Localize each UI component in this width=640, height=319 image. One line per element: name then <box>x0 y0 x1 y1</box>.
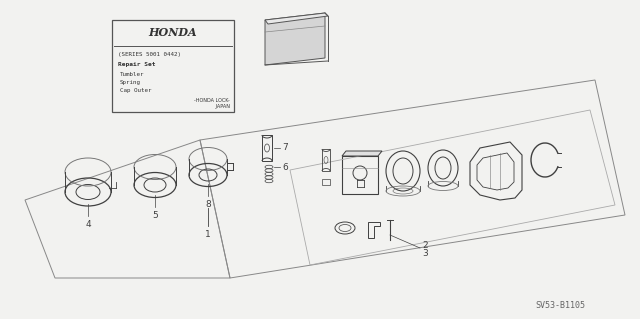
Text: 5: 5 <box>152 211 158 220</box>
Text: 8: 8 <box>205 200 211 209</box>
Bar <box>372 151 377 156</box>
Text: (SERIES 5001 0442): (SERIES 5001 0442) <box>118 52 181 57</box>
Bar <box>356 151 361 156</box>
Bar <box>112 20 234 112</box>
Bar <box>322 179 330 185</box>
Text: Tumbler: Tumbler <box>120 72 145 77</box>
Text: SV53-B1105: SV53-B1105 <box>535 300 585 309</box>
Text: HONDA: HONDA <box>148 27 197 39</box>
Bar <box>348 151 353 156</box>
Polygon shape <box>265 13 325 65</box>
Text: Spring: Spring <box>120 80 141 85</box>
Text: Cap Outer: Cap Outer <box>120 88 152 93</box>
Text: 4: 4 <box>85 220 91 229</box>
Bar <box>342 156 378 194</box>
Text: 6: 6 <box>282 162 288 172</box>
Text: Repair Set: Repair Set <box>118 62 156 67</box>
Polygon shape <box>342 151 382 156</box>
Text: 7: 7 <box>282 144 288 152</box>
Polygon shape <box>265 13 328 24</box>
Bar <box>364 151 369 156</box>
Text: 1: 1 <box>205 230 211 239</box>
Text: 3: 3 <box>422 249 428 258</box>
Text: -HONDA LOCK-
   JAPAN: -HONDA LOCK- JAPAN <box>195 98 230 109</box>
Text: 2: 2 <box>422 241 428 249</box>
